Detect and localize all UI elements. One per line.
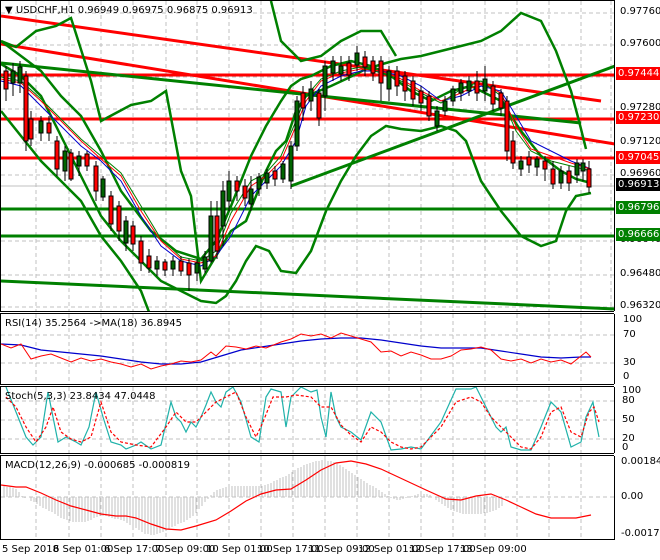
close-value: 0.96913: [211, 5, 253, 16]
stoch-tick: 80: [622, 395, 635, 406]
stoch-tick: 0: [622, 442, 629, 453]
price-tick: 0.97600: [620, 38, 660, 49]
resistance-tag: 0.97230: [616, 111, 660, 124]
time-label: 13 Sep 09:00: [460, 544, 527, 555]
candles: [3, 46, 592, 291]
macd-canvas: [1, 456, 615, 540]
time-label: 5 Sep 2018: [2, 544, 60, 555]
price-tick: 0.97280: [620, 102, 660, 113]
time-label: 6 Sep 17:00: [104, 544, 165, 555]
chart-title: ▼ USDCHF,H1 0.96949 0.96975 0.96875 0.96…: [5, 5, 253, 17]
red-trendlines: [1, 14, 615, 146]
price-tick: 0.96480: [620, 268, 660, 279]
stoch-tick: 20: [622, 433, 635, 444]
panel-separator[interactable]: [0, 311, 614, 314]
macd-axis[interactable]: 0.001847 0.00 -0.001782: [614, 456, 660, 540]
current-price-tag: 0.96913: [616, 178, 660, 191]
rsi-panel[interactable]: RSI(14) 35.2564 ->MA(18) 36.8945: [0, 314, 615, 384]
stoch-tick: 100: [622, 385, 642, 396]
dropdown-arrow-icon[interactable]: ▼: [5, 5, 16, 16]
stochastic-axis[interactable]: 100 80 50 20 0: [614, 385, 660, 453]
time-label: 11 Sep 09:00: [308, 544, 375, 555]
macd-histogram: [3, 460, 503, 535]
rsi-tick: 30: [623, 357, 636, 368]
rsi-tick: 100: [623, 314, 643, 325]
price-tick: 0.96960: [620, 168, 660, 179]
time-label: 12 Sep 17:00: [409, 544, 476, 555]
support-levels: [1, 207, 615, 238]
green-trendlines: [1, 61, 615, 311]
bollinger-bands: [1, 1, 592, 312]
symbol-label: USDCHF,H1: [15, 5, 75, 16]
open-value: 0.96949: [77, 5, 120, 16]
rsi-axis[interactable]: 100 70 30 0: [614, 314, 660, 384]
macd-tick: 0.001847: [621, 456, 660, 467]
panel-separator[interactable]: [0, 453, 614, 456]
price-chart-panel[interactable]: ▼ USDCHF,H1 0.96949 0.96975 0.96875 0.96…: [0, 0, 615, 312]
support-tag: 0.96666: [616, 228, 660, 241]
high-value: 0.96975: [122, 5, 164, 16]
price-tick: 0.96320: [620, 300, 660, 311]
macd-tick: 0.00: [621, 491, 644, 502]
time-label: 10 Sep 17:00: [257, 544, 324, 555]
price-chart-canvas: [1, 1, 615, 312]
stochastic-label: Stoch(5,3,3) 23.8434 47.0448: [5, 391, 156, 402]
rsi-canvas: [1, 314, 615, 384]
price-tick: 0.97120: [620, 136, 660, 147]
panel-separator[interactable]: [0, 384, 614, 387]
low-value: 0.96875: [166, 5, 209, 16]
support-tag: 0.96796: [616, 201, 660, 214]
rsi-label: RSI(14) 35.2564 ->MA(18) 36.8945: [5, 318, 182, 329]
time-label: 6 Sep 01:00: [53, 544, 114, 555]
macd-tick: -0.001782: [621, 528, 660, 539]
macd-label: MACD(12,26,9) -0.000685 -0.000819: [5, 460, 190, 471]
macd-panel[interactable]: MACD(12,26,9) -0.000685 -0.000819: [0, 456, 615, 540]
macd-signal-line: [1, 460, 592, 531]
stoch-tick: 50: [622, 414, 635, 425]
time-label: 7 Sep 09:00: [155, 544, 216, 555]
rsi-tick: 70: [623, 329, 636, 340]
time-label: 10 Sep 01:00: [206, 544, 273, 555]
resistance-tag: 0.97444: [616, 67, 660, 80]
stochastic-canvas: [1, 387, 615, 453]
resistance-tag: 0.97045: [616, 151, 660, 164]
stochastic-panel[interactable]: Stoch(5,3,3) 23.8434 47.0448: [0, 387, 615, 453]
rsi-tick: 0: [623, 371, 630, 382]
time-axis[interactable]: 5 Sep 2018 6 Sep 01:00 6 Sep 17:00 7 Sep…: [0, 540, 660, 560]
price-tick: 0.97760: [620, 6, 660, 17]
time-label: 12 Sep 01:00: [358, 544, 425, 555]
